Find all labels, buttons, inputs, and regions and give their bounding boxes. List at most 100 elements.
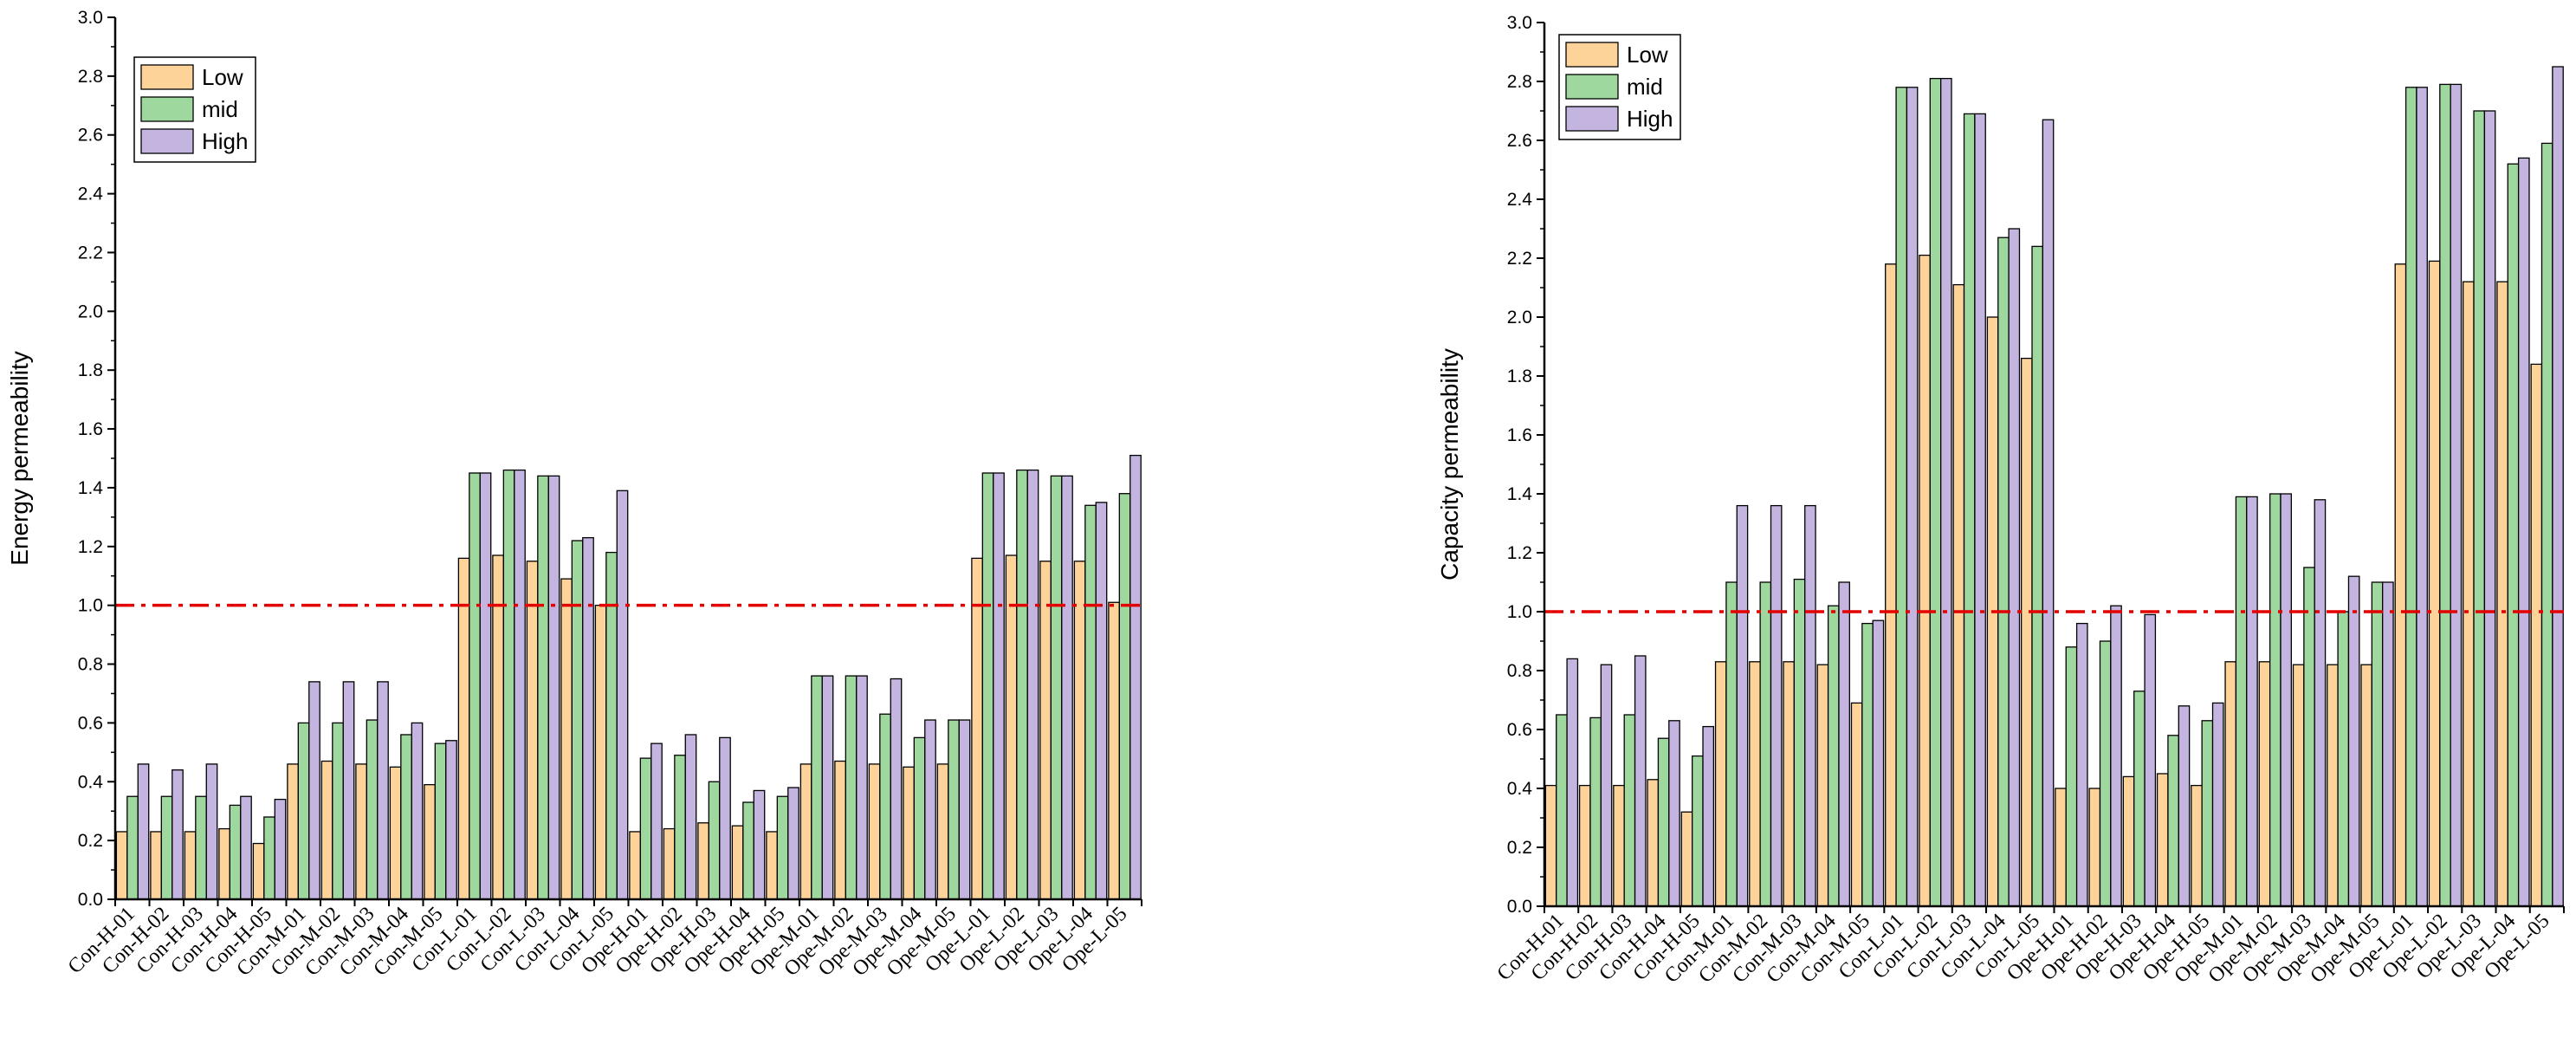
bar-mid-con-m-03 [366, 719, 379, 900]
bar-low-ope-l-05 [1108, 601, 1120, 900]
bar-high-con-h-02 [1600, 664, 1613, 907]
bar-low-ope-m-01 [2224, 661, 2237, 907]
bar-mid-con-h-01 [1556, 714, 1568, 907]
bar-low-ope-l-01 [971, 557, 983, 900]
bar-low-con-l-03 [1952, 283, 1965, 907]
bar-high-ope-h-01 [2075, 622, 2088, 907]
legend-swatch-low [140, 64, 194, 90]
bar-mid-con-h-04 [1657, 737, 1670, 907]
bar-high-ope-m-03 [890, 678, 903, 900]
bar-high-con-h-04 [1668, 720, 1680, 907]
y-tick-label: 2.4 [1507, 190, 1533, 210]
y-tick-label: 2.4 [78, 185, 104, 204]
bar-high-con-h-02 [172, 769, 184, 900]
bar-mid-con-m-05 [434, 742, 447, 900]
bar-low-ope-h-03 [697, 822, 709, 900]
y-tick-label: 1.0 [1507, 602, 1532, 622]
bar-low-ope-h-03 [2122, 775, 2135, 907]
bar-high-con-m-04 [411, 722, 424, 900]
bar-high-ope-l-05 [2552, 66, 2564, 907]
bar-high-ope-l-01 [993, 472, 1005, 900]
y-tick-label: 0.6 [78, 713, 103, 733]
bar-low-ope-m-04 [903, 766, 915, 900]
bar-low-ope-l-05 [2530, 363, 2543, 907]
bar-high-ope-l-04 [1095, 502, 1108, 900]
bar-mid-con-m-03 [1793, 578, 1806, 907]
bar-low-con-l-03 [526, 561, 539, 900]
bar-high-ope-l-03 [1061, 475, 1073, 900]
bar-mid-con-l-02 [502, 469, 515, 900]
bar-mid-con-l-04 [1997, 237, 2010, 907]
bar-high-ope-m-05 [958, 719, 971, 900]
y-tick-label: 2.8 [1507, 72, 1532, 92]
bar-mid-ope-l-01 [981, 472, 994, 900]
bar-low-con-m-05 [1850, 702, 1863, 907]
y-tick-label: 1.8 [1507, 366, 1532, 386]
bar-high-con-l-02 [1940, 77, 1952, 907]
bar-mid-ope-l-01 [2404, 87, 2417, 907]
legend-swatch-low [1565, 42, 1619, 68]
bar-low-con-h-04 [1647, 779, 1660, 907]
bar-high-con-m-02 [1770, 504, 1783, 907]
bar-low-con-l-02 [1919, 254, 1931, 907]
bar-mid-con-h-03 [195, 795, 207, 900]
bar-high-con-l-05 [616, 490, 629, 900]
bar-mid-ope-h-02 [2099, 640, 2112, 907]
bar-low-ope-m-03 [2292, 664, 2305, 907]
bar-mid-ope-l-04 [1084, 504, 1097, 900]
bar-mid-con-h-02 [1589, 717, 1602, 907]
bar-mid-ope-m-03 [879, 713, 891, 900]
bar-low-con-l-01 [457, 557, 470, 900]
legend-label-high: High [202, 128, 248, 154]
bar-low-ope-l-03 [1039, 561, 1052, 900]
bar-low-ope-m-01 [799, 763, 812, 900]
bar-low-con-l-05 [594, 605, 607, 900]
bar-mid-ope-h-05 [2201, 720, 2214, 907]
bar-low-ope-l-03 [2463, 281, 2475, 907]
legend: Low mid High [133, 56, 256, 163]
bar-low-con-h-05 [252, 842, 265, 900]
bar-low-con-m-02 [1749, 661, 1761, 907]
bar-high-con-m-03 [377, 681, 389, 900]
legend-swatch-high [1565, 106, 1619, 132]
bar-low-ope-h-02 [663, 827, 676, 900]
bar-mid-ope-m-02 [845, 675, 858, 900]
bar-high-con-l-04 [2008, 228, 2021, 907]
y-tick-label: 0.2 [78, 831, 103, 851]
bar-mid-ope-m-05 [2371, 581, 2384, 907]
bar-low-con-m-04 [389, 766, 402, 900]
bar-mid-con-l-03 [537, 475, 549, 900]
bar-high-ope-m-01 [821, 675, 834, 900]
bar-mid-ope-m-02 [2269, 493, 2282, 907]
legend-label-low: Low [202, 64, 243, 90]
capacity-permeability-chart: 0.0 0.2 0.4 0.6 0.8 1.0 1.2 1.4 1.6 1.8 2.0 2.2 2.4 2… [1436, 13, 2565, 988]
bar-mid-ope-h-04 [2167, 735, 2179, 907]
bar-mid-con-l-05 [2031, 245, 2044, 907]
bar-low-con-m-03 [1783, 661, 1796, 907]
bar-high-con-h-03 [205, 763, 218, 900]
bar-low-con-l-05 [2020, 357, 2033, 907]
bar-high-con-h-01 [1566, 658, 1579, 907]
y-tick-label: 1.6 [78, 419, 103, 439]
y-tick-label: 1.2 [1507, 543, 1532, 563]
bar-high-con-l-03 [547, 475, 560, 900]
bar-mid-ope-h-03 [708, 781, 721, 900]
bar-high-ope-h-03 [2144, 613, 2157, 907]
bar-high-ope-l-05 [1129, 454, 1142, 900]
bar-low-con-l-04 [560, 578, 573, 900]
bar-high-ope-l-04 [2517, 157, 2530, 907]
bar-high-con-m-05 [445, 740, 457, 900]
bar-high-con-l-01 [1906, 87, 1919, 907]
bar-mid-ope-l-03 [1050, 475, 1063, 900]
legend-label-mid: mid [202, 96, 238, 122]
bar-high-ope-h-01 [650, 742, 663, 900]
bar-mid-ope-h-01 [2065, 646, 2078, 907]
bar-high-con-h-05 [1702, 725, 1715, 907]
bar-mid-ope-l-03 [2473, 110, 2486, 907]
bar-low-con-m-01 [1714, 661, 1727, 907]
bar-high-con-m-04 [1838, 581, 1850, 907]
bar-mid-con-l-02 [1929, 77, 1942, 907]
bar-low-con-h-04 [218, 827, 230, 900]
bar-low-ope-h-04 [2156, 773, 2169, 907]
bar-low-con-h-02 [150, 831, 162, 900]
